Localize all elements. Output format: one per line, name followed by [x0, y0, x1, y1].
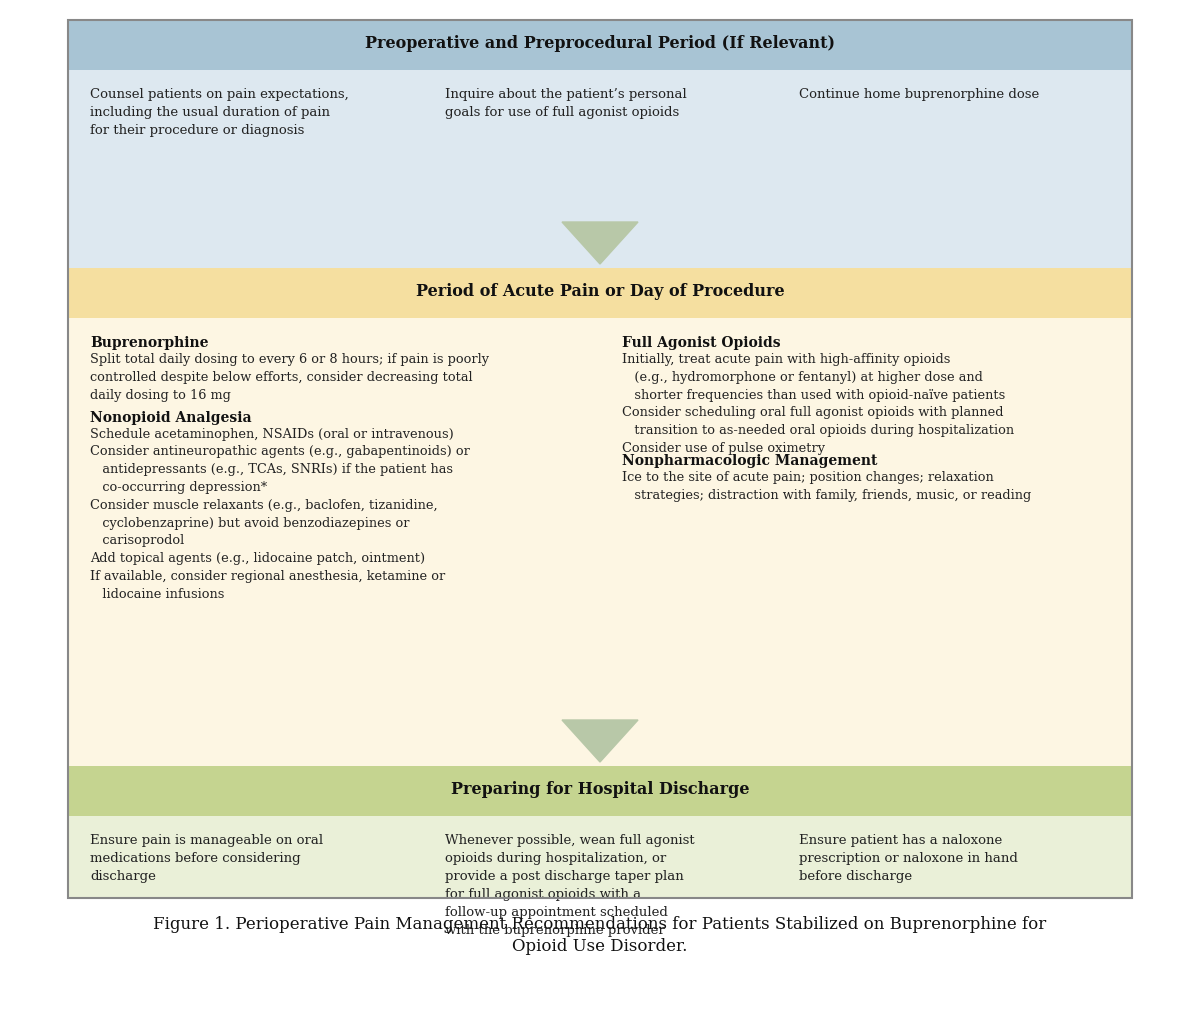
- Bar: [68, 716, 1132, 766]
- Text: Preoperative and Preprocedural Period (If Relevant): Preoperative and Preprocedural Period (I…: [365, 35, 835, 52]
- Text: Figure 1. Perioperative Pain Management Recommendations for Patients Stabilized : Figure 1. Perioperative Pain Management …: [154, 916, 1046, 933]
- Text: Split total daily dosing to every 6 or 8 hours; if pain is poorly
controlled des: Split total daily dosing to every 6 or 8…: [90, 353, 490, 402]
- Text: Initially, treat acute pain with high-affinity opioids
   (e.g., hydromorphone o: Initially, treat acute pain with high-af…: [622, 353, 1014, 455]
- Text: Nonopioid Analgesia: Nonopioid Analgesia: [90, 411, 252, 424]
- Text: Counsel patients on pain expectations,
including the usual duration of pain
for : Counsel patients on pain expectations, i…: [90, 88, 349, 137]
- Text: Ice to the site of acute pain; position changes; relaxation
   strategies; distr: Ice to the site of acute pain; position …: [622, 471, 1031, 502]
- Bar: [68, 20, 1132, 898]
- Bar: [68, 766, 1132, 816]
- Text: Ensure patient has a naloxone
prescription or naloxone in hand
before discharge: Ensure patient has a naloxone prescripti…: [799, 834, 1019, 883]
- Text: Ensure pain is manageable on oral
medications before considering
discharge: Ensure pain is manageable on oral medica…: [90, 834, 323, 883]
- Bar: [68, 218, 1132, 268]
- Bar: [68, 816, 1132, 898]
- Text: Nonpharmacologic Management: Nonpharmacologic Management: [622, 454, 877, 468]
- Polygon shape: [562, 721, 638, 762]
- Bar: [68, 318, 1132, 716]
- Polygon shape: [562, 222, 638, 264]
- Text: Preparing for Hospital Discharge: Preparing for Hospital Discharge: [451, 781, 749, 798]
- Text: Full Agonist Opioids: Full Agonist Opioids: [622, 336, 781, 350]
- Text: Buprenorphine: Buprenorphine: [90, 336, 209, 350]
- Text: Schedule acetaminophen, NSAIDs (oral or intravenous)
Consider antineuropathic ag: Schedule acetaminophen, NSAIDs (oral or …: [90, 427, 470, 601]
- Text: Opioid Use Disorder.: Opioid Use Disorder.: [512, 938, 688, 955]
- Text: Continue home buprenorphine dose: Continue home buprenorphine dose: [799, 88, 1039, 101]
- Bar: [68, 20, 1132, 69]
- Bar: [68, 69, 1132, 218]
- Text: Inquire about the patient’s personal
goals for use of full agonist opioids: Inquire about the patient’s personal goa…: [445, 88, 686, 119]
- Text: Period of Acute Pain or Day of Procedure: Period of Acute Pain or Day of Procedure: [415, 283, 785, 300]
- Text: Whenever possible, wean full agonist
opioids during hospitalization, or
provide : Whenever possible, wean full agonist opi…: [445, 834, 695, 937]
- Bar: [68, 268, 1132, 318]
